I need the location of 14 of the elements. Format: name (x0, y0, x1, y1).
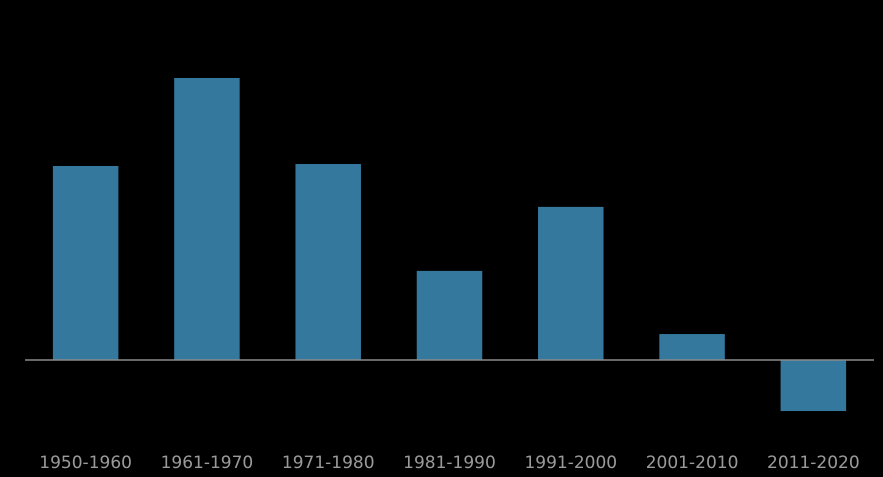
x-tick-label: 1971-1980 (282, 453, 375, 473)
bar (780, 360, 846, 412)
bar (52, 166, 118, 360)
bar (538, 206, 604, 360)
bar (174, 78, 240, 360)
x-tick-label: 2011-2020 (767, 453, 860, 473)
x-tick-label: 1991-2000 (524, 453, 618, 473)
bar (295, 164, 361, 360)
x-tick-label: 1961-1970 (160, 453, 254, 473)
x-tick-label: 1950-1960 (39, 453, 132, 473)
bar (659, 334, 725, 360)
bar (416, 270, 482, 360)
x-tick-label: 1981-1990 (403, 453, 496, 473)
x-tick-label: 2001-2010 (646, 453, 738, 473)
